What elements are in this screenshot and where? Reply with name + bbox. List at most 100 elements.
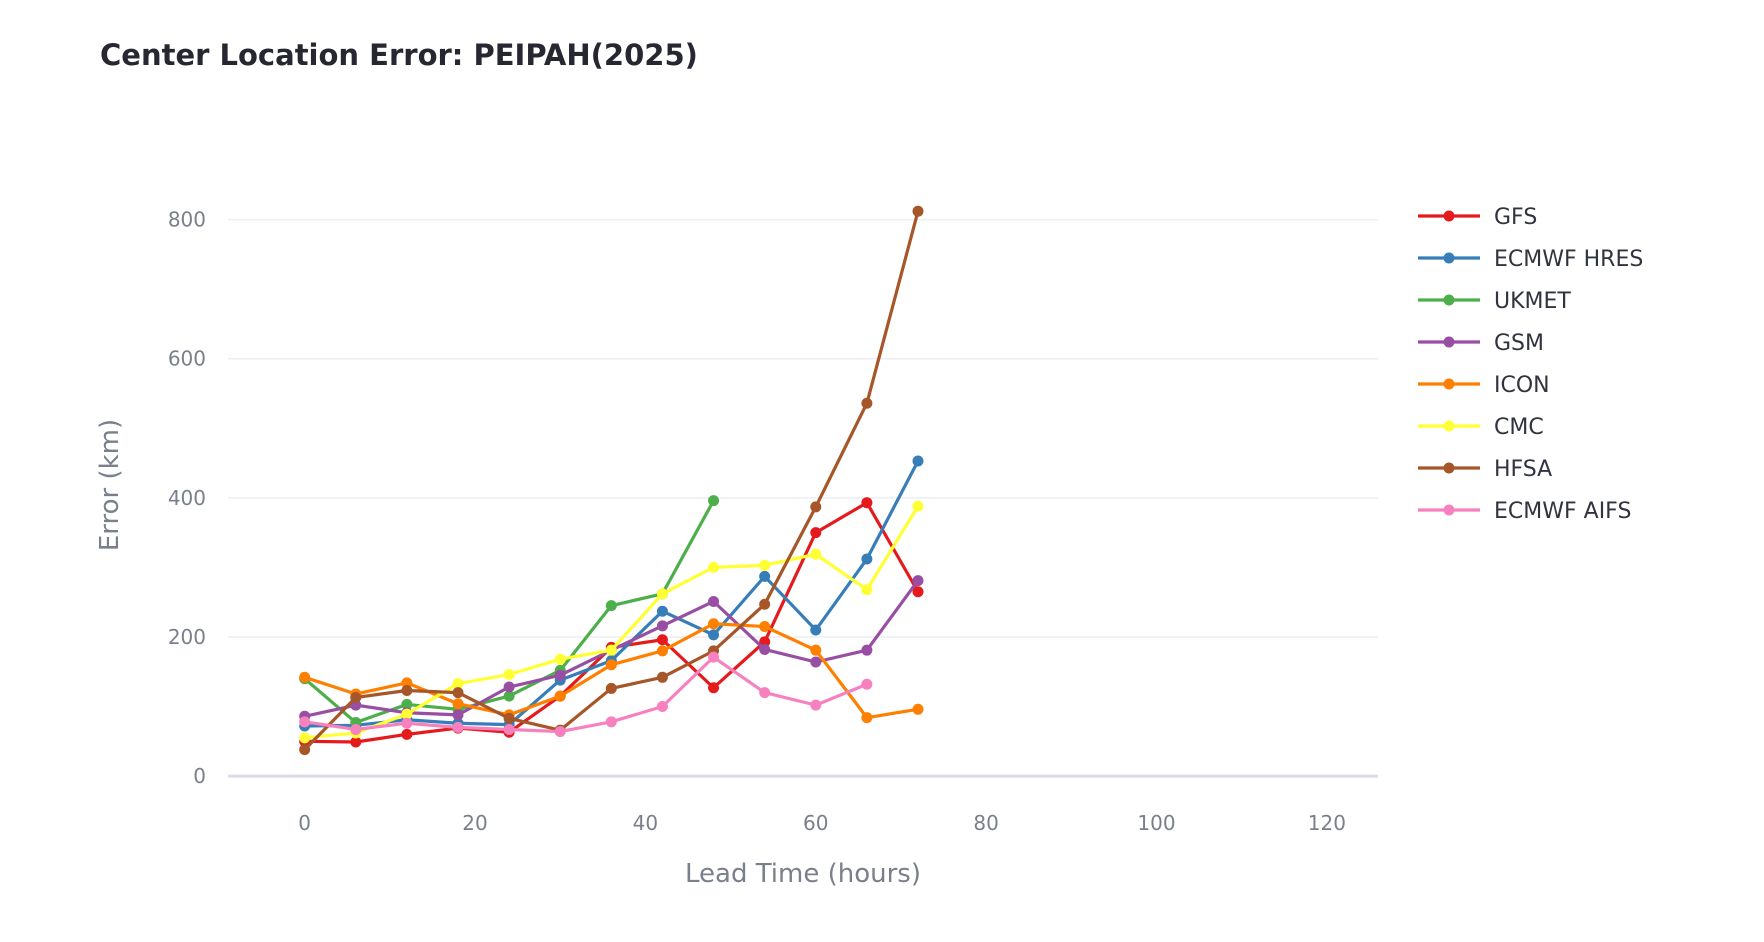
legend-swatch-marker xyxy=(1443,210,1455,222)
legend-item[interactable]: ECMWF AIFS xyxy=(1418,499,1631,524)
data-point xyxy=(401,717,413,729)
series-line xyxy=(303,622,920,720)
legend-item[interactable]: UKMET xyxy=(1418,289,1571,314)
legend-item[interactable]: GSM xyxy=(1418,331,1544,356)
data-point xyxy=(452,709,464,721)
data-point xyxy=(912,205,924,217)
data-point xyxy=(912,455,924,467)
data-point xyxy=(656,634,668,646)
data-point xyxy=(759,687,771,699)
series-cmc xyxy=(299,500,924,744)
series-ecmwf-aifs xyxy=(299,651,873,738)
x-axis-title: Lead Time (hours) xyxy=(685,859,921,889)
legend-label: GSM xyxy=(1494,331,1544,356)
x-tick-label: 80 xyxy=(973,811,998,835)
data-point xyxy=(708,495,720,507)
data-point xyxy=(861,553,873,565)
legend-item[interactable]: HFSA xyxy=(1418,457,1552,482)
data-point xyxy=(861,644,873,656)
data-point xyxy=(810,656,822,668)
data-point xyxy=(759,570,771,582)
grid-lines xyxy=(228,218,1378,778)
legend-label: ECMWF AIFS xyxy=(1494,499,1631,524)
data-point xyxy=(554,653,566,665)
legend-label: CMC xyxy=(1494,415,1544,440)
data-point xyxy=(350,736,362,748)
data-point xyxy=(299,744,311,756)
series-line xyxy=(303,655,869,734)
data-point xyxy=(452,698,464,710)
data-point xyxy=(656,588,668,600)
data-point xyxy=(810,527,822,539)
legend-swatch-marker xyxy=(1443,252,1455,264)
data-point xyxy=(605,600,617,612)
data-point xyxy=(605,682,617,694)
legend-item[interactable]: CMC xyxy=(1418,415,1544,440)
legend-item[interactable]: ICON xyxy=(1418,373,1550,398)
y-tick-label: 600 xyxy=(168,347,206,371)
data-point xyxy=(656,645,668,657)
data-point xyxy=(708,618,720,630)
data-point xyxy=(554,726,566,738)
x-tick-label: 40 xyxy=(633,811,658,835)
data-point xyxy=(656,671,668,683)
data-point xyxy=(759,636,771,648)
legend-label: ECMWF HRES xyxy=(1494,247,1643,272)
data-point xyxy=(452,687,464,699)
data-point xyxy=(861,584,873,596)
data-point xyxy=(810,624,822,636)
data-point xyxy=(503,669,515,681)
data-point xyxy=(503,723,515,735)
axis-ticks: 0 200 400 600 800 0 20 40 60 80 100 120 xyxy=(168,208,1346,835)
data-point xyxy=(708,682,720,694)
y-tick-label: 800 xyxy=(168,208,206,232)
data-point xyxy=(656,620,668,632)
legend-item[interactable]: GFS xyxy=(1418,205,1537,230)
data-point xyxy=(861,497,873,509)
legend-item[interactable]: ECMWF HRES xyxy=(1418,247,1643,272)
legend-label: ICON xyxy=(1494,373,1550,398)
chart-title: Center Location Error: PEIPAH(2025) xyxy=(100,38,698,72)
data-point xyxy=(401,708,413,720)
data-point xyxy=(554,669,566,681)
legend-swatch-marker xyxy=(1443,294,1455,306)
data-point xyxy=(708,561,720,573)
series-line xyxy=(303,501,920,744)
x-tick-label: 0 xyxy=(298,811,311,835)
y-tick-label: 0 xyxy=(193,764,206,788)
data-point xyxy=(401,698,413,710)
legend-label: GFS xyxy=(1494,205,1537,230)
data-point xyxy=(708,651,720,663)
data-point xyxy=(350,691,362,703)
y-tick-label: 400 xyxy=(168,486,206,510)
legend-label: HFSA xyxy=(1494,457,1552,482)
data-point xyxy=(912,500,924,512)
data-point xyxy=(401,677,413,689)
data-point xyxy=(401,685,413,697)
x-tick-label: 120 xyxy=(1308,811,1346,835)
legend[interactable]: GFS ECMWF HRES UKMET GSM ICON CMC HFSA ECMWF AI… xyxy=(1418,205,1643,524)
x-tick-label: 100 xyxy=(1137,811,1175,835)
legend-label: UKMET xyxy=(1494,289,1571,314)
y-axis-title: Error (km) xyxy=(95,419,125,551)
data-point xyxy=(401,728,413,740)
data-point xyxy=(452,721,464,733)
series-lines xyxy=(299,205,924,756)
x-tick-label: 20 xyxy=(462,811,487,835)
data-point xyxy=(810,501,822,513)
data-point xyxy=(503,712,515,724)
data-point xyxy=(759,559,771,571)
data-point xyxy=(912,586,924,598)
data-point xyxy=(605,716,617,728)
data-point xyxy=(554,690,566,702)
data-point xyxy=(708,629,720,641)
data-point xyxy=(299,732,311,744)
data-point xyxy=(299,716,311,728)
data-point xyxy=(759,643,771,655)
series-icon xyxy=(299,618,924,724)
data-point xyxy=(759,598,771,610)
data-point xyxy=(759,621,771,633)
data-point xyxy=(605,659,617,671)
legend-swatch-marker xyxy=(1443,420,1455,432)
